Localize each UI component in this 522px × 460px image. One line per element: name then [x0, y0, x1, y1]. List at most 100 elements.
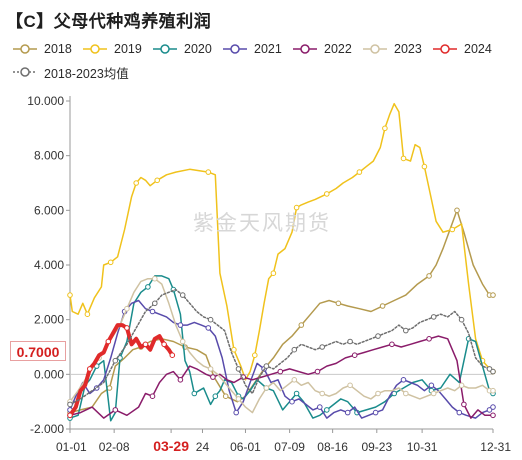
legend-swatch-icon [293, 44, 317, 54]
y-tick-label: 6.000 [34, 203, 64, 217]
series-point-2018-2023均值 [207, 316, 214, 323]
x-tick-label: 24 [196, 440, 210, 454]
series-line-2018-2023均值 [69, 288, 494, 406]
series-point-2022 [389, 341, 395, 348]
legend-swatch-icon [153, 44, 177, 54]
series-point-2021 [233, 409, 239, 416]
series-point-2022 [149, 393, 156, 400]
series-point-2021 [486, 407, 493, 413]
series-point-2018-2023均值 [375, 333, 381, 339]
x-tick-label: 10-31 [407, 440, 438, 454]
series-point-2020 [212, 393, 219, 400]
series-point-2021 [149, 308, 156, 315]
y-tick-label: 0.000 [34, 367, 64, 381]
series-line-2023 [69, 277, 494, 414]
series-point-2024 [67, 412, 73, 419]
series-point-2019 [133, 180, 139, 186]
legend-label: 2018-2023均值 [44, 66, 129, 81]
legend-label: 2022 [324, 42, 352, 56]
series-point-2018-2023均值 [319, 344, 326, 350]
legend-item-2018-2023均值: 2018-2023均值 [12, 63, 129, 81]
series-line-2019 [69, 102, 494, 381]
y-tick-label: -2.000 [30, 422, 64, 436]
legend-label: 2023 [394, 42, 422, 56]
y-tick-label: 4.000 [34, 258, 64, 272]
series-point-2020 [293, 390, 300, 397]
legend-swatch-icon [13, 44, 37, 54]
series-point-2019 [67, 292, 73, 298]
series-point-2022 [210, 374, 216, 380]
legend-label: 2021 [254, 42, 282, 56]
series-point-2023 [347, 382, 353, 389]
series-point-2018 [298, 322, 305, 328]
legend-item-2018: 2018 [12, 40, 72, 58]
legend-label: 2020 [184, 42, 212, 56]
watermark: 紫金天风期货 [193, 212, 331, 235]
x-tick-label: 03-29 [153, 438, 189, 454]
x-tick-label: 01-01 [56, 440, 87, 454]
series-point-2021 [177, 322, 184, 328]
legend-swatch-icon [13, 67, 37, 77]
series-point-2018 [454, 207, 460, 214]
series-point-2023 [179, 338, 186, 345]
series-point-2024 [169, 352, 176, 359]
series-point-2018-2023均值 [458, 316, 465, 323]
legend-item-2020: 2020 [152, 40, 212, 58]
legend-item-2022: 2022 [292, 40, 352, 58]
series-point-2019 [205, 169, 212, 175]
legend-label: 2018 [44, 42, 72, 56]
series-point-2023 [207, 366, 214, 372]
legend-label: 2024 [464, 42, 492, 56]
series-point-2021 [428, 382, 435, 389]
x-tick-label: 09-23 [361, 440, 392, 454]
series-point-2022 [490, 412, 496, 419]
y-tick-label: 8.000 [34, 149, 64, 163]
series-point-2019 [382, 125, 388, 132]
series-point-2021 [490, 404, 496, 410]
legend-item-2024: 2024 [432, 40, 492, 58]
series-point-2023 [319, 390, 326, 397]
series-point-2018 [106, 385, 113, 391]
series-point-2020 [191, 390, 198, 397]
series-point-2019 [252, 352, 258, 359]
series-point-2018 [222, 393, 229, 400]
series-point-2018 [335, 300, 342, 307]
y-tick-label: 2.000 [34, 313, 64, 327]
series-point-2021 [456, 409, 463, 416]
series-point-2018 [379, 303, 386, 309]
legend-swatch-icon [223, 44, 247, 54]
series-point-2023 [403, 390, 409, 397]
series-point-2021 [400, 377, 407, 383]
series-point-2020 [324, 407, 330, 413]
series-point-2019 [293, 204, 300, 211]
series-point-2023 [152, 275, 158, 282]
series-point-2021 [317, 404, 323, 410]
legend-swatch-icon [83, 44, 107, 54]
series-point-2018-2023均值 [263, 363, 270, 369]
series-point-2019 [421, 163, 428, 170]
series-point-2022 [314, 368, 321, 375]
series-point-2021 [344, 409, 351, 416]
legend-item-2021: 2021 [222, 40, 282, 58]
series-point-2019 [449, 226, 456, 233]
series-point-2018 [426, 273, 432, 279]
series-point-2019 [231, 346, 237, 353]
series-point-2024 [124, 325, 130, 331]
series-point-2018-2023均值 [291, 346, 298, 353]
series-point-2018-2023均值 [486, 366, 493, 372]
series-point-2023 [235, 396, 242, 402]
legend-item-2023: 2023 [362, 40, 422, 58]
x-tick-label: 08-16 [317, 440, 348, 454]
series-point-2022 [112, 407, 119, 413]
series-point-2024 [105, 338, 112, 345]
series-point-2018-2023均值 [347, 338, 353, 345]
x-tick-label: 07-09 [274, 440, 305, 454]
series-point-2019 [356, 169, 363, 175]
series-point-2021 [372, 409, 379, 416]
series-point-2018-2023均值 [112, 357, 119, 364]
series-point-2020 [145, 284, 151, 290]
series-line-2024 [68, 323, 175, 418]
series-point-2019 [84, 311, 91, 318]
x-tick-label: 12-31 [480, 440, 511, 454]
legend-label: 2019 [114, 42, 142, 56]
